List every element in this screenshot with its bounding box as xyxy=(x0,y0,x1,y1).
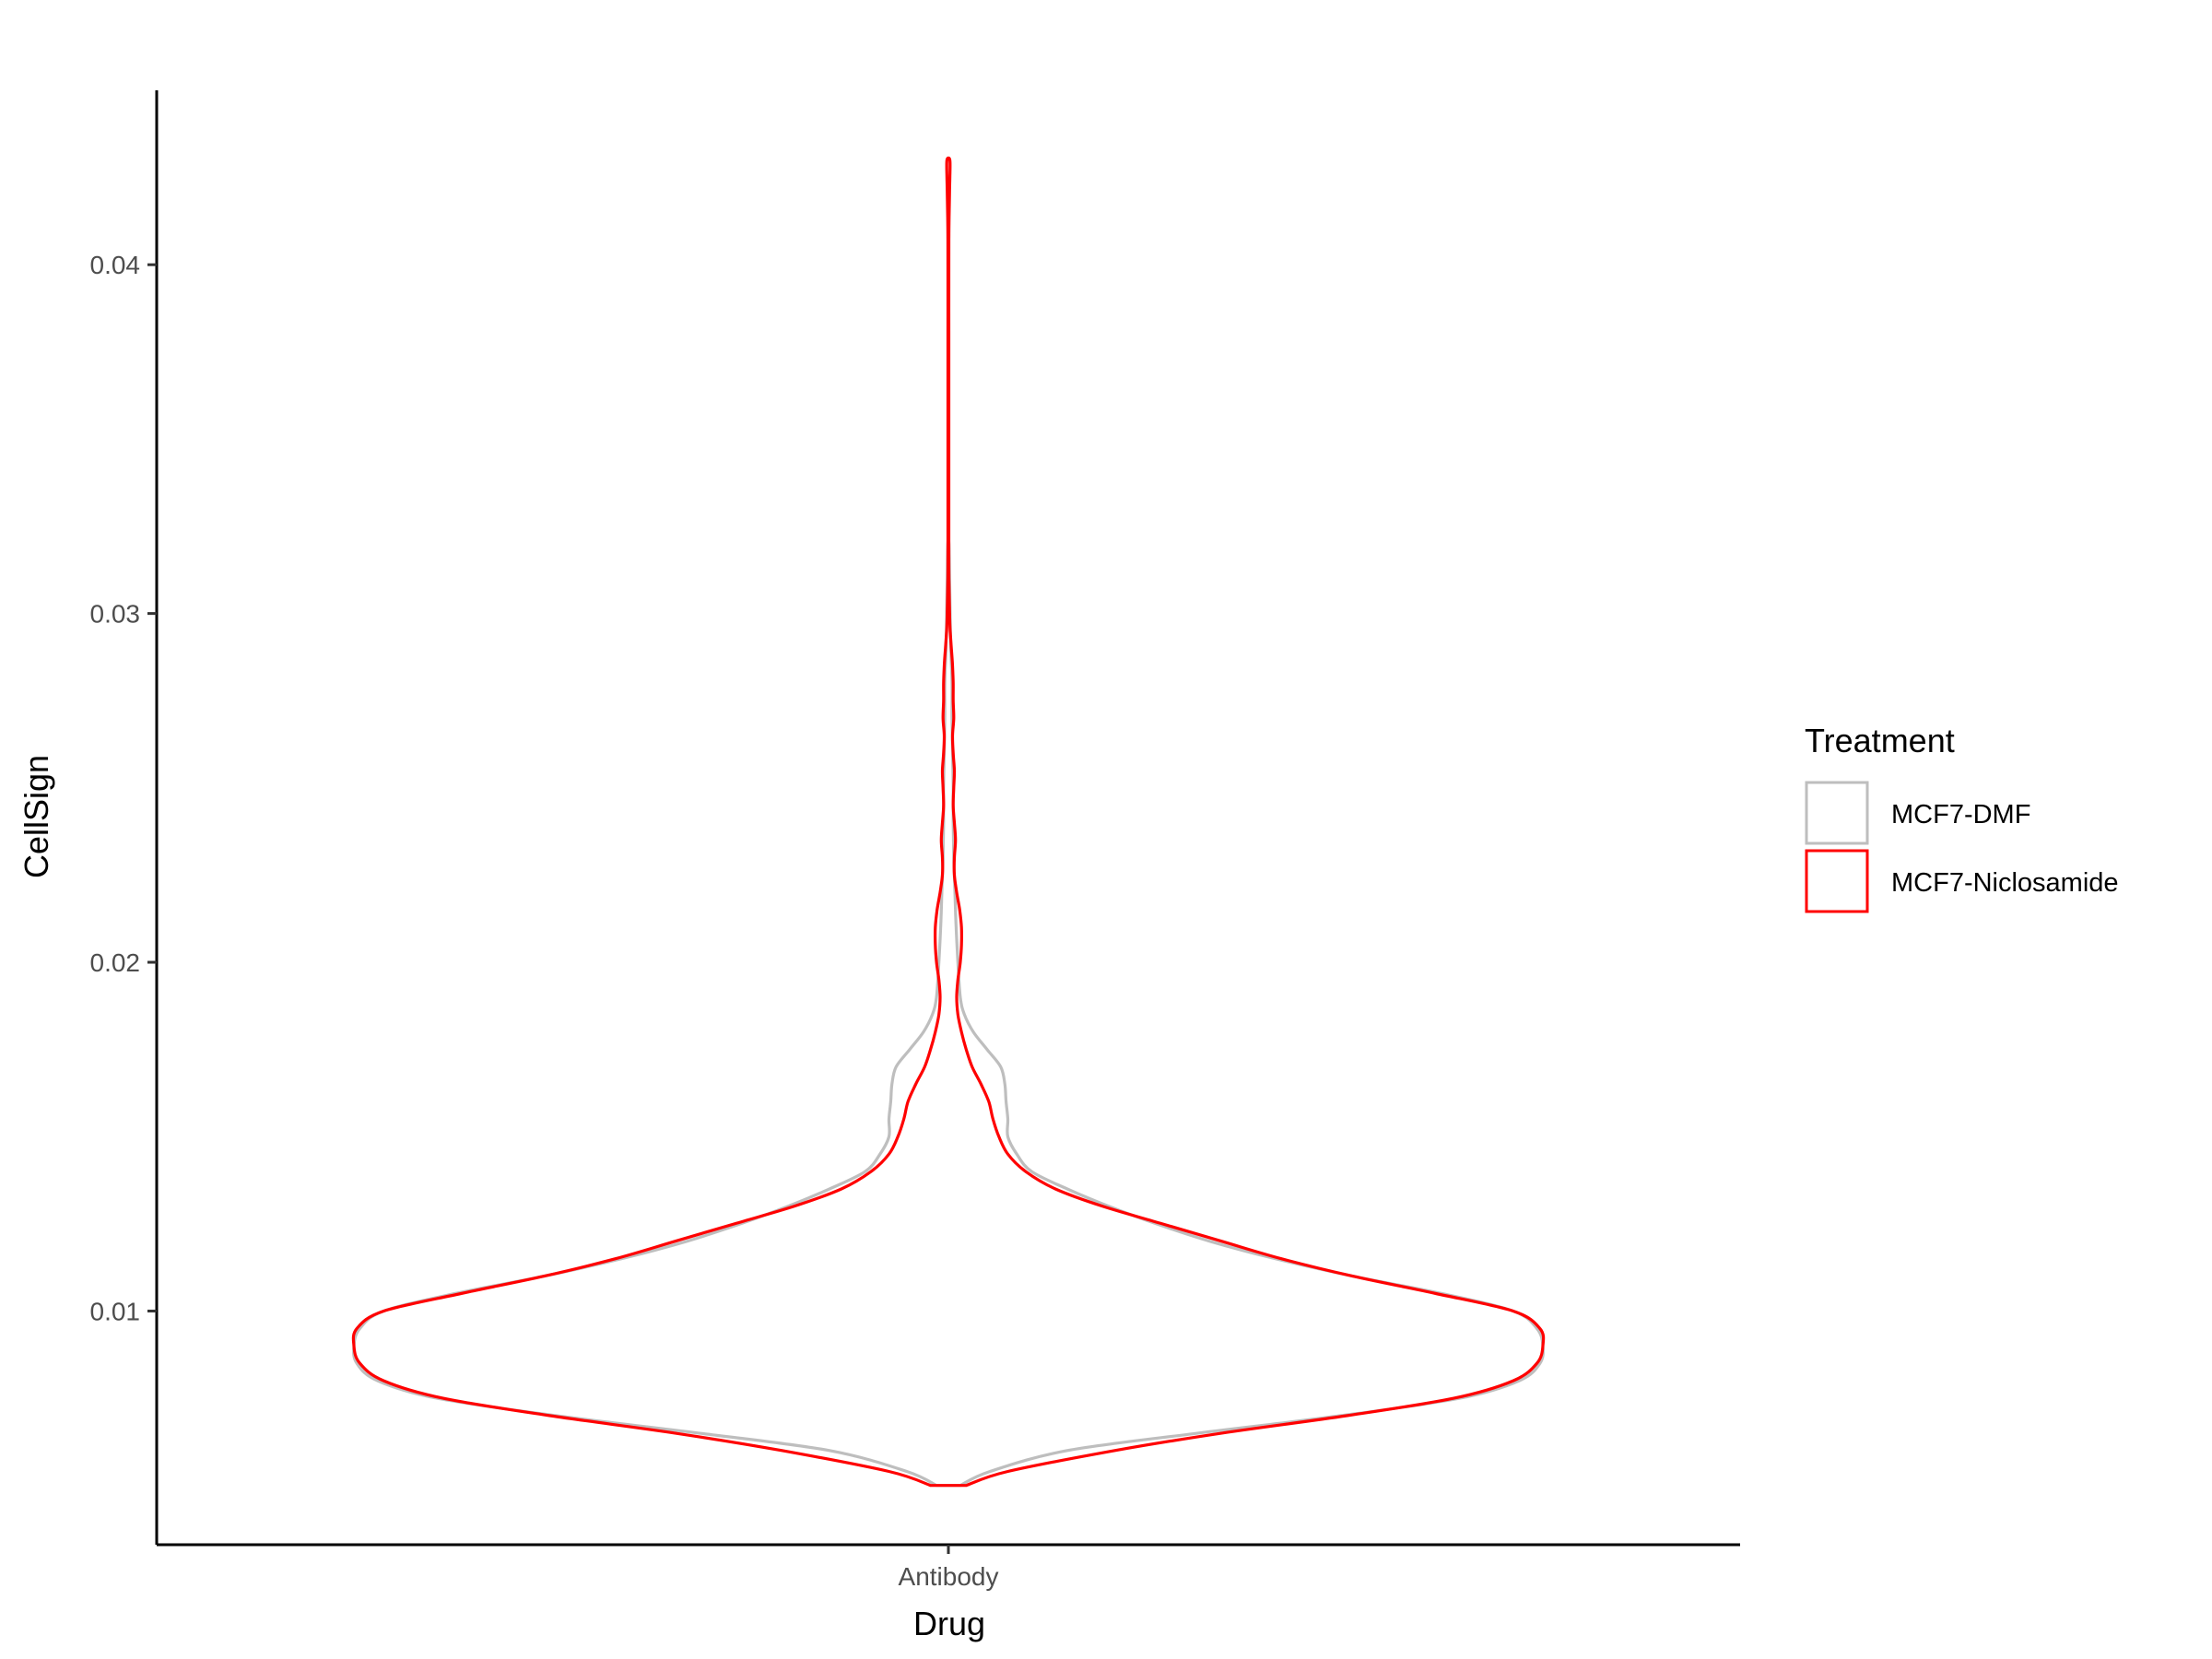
violin-mcf7-niclosamide xyxy=(351,156,1546,1488)
legend-title: Treatment xyxy=(1805,722,1955,759)
y-tick-label: 0.04 xyxy=(90,251,141,279)
y-axis-title: CellSign xyxy=(18,755,55,878)
legend-label-dmf: MCF7-DMF xyxy=(1891,800,2030,830)
violin-mcf7-dmf xyxy=(352,537,1545,1488)
x-tick-label: Antibody xyxy=(899,1562,999,1591)
legend-entry-dmf: MCF7-DMF xyxy=(1805,781,2030,845)
x-axis-title: Drug xyxy=(913,1605,985,1642)
legend-key-dmf xyxy=(1805,781,1869,845)
legend-label-niclosamide: MCF7-Niclosamide xyxy=(1891,868,2119,898)
y-tick-label: 0.02 xyxy=(90,948,141,977)
y-axis-ticks: 0.01 0.02 0.03 0.04 xyxy=(90,251,157,1325)
legend: Treatment MCF7-DMF MCF7-Niclosamide xyxy=(1805,722,2119,913)
legend-key-niclosamide xyxy=(1805,849,1869,913)
x-axis-ticks: Antibody xyxy=(899,1545,999,1591)
violins-layer xyxy=(351,156,1546,1488)
legend-entry-niclosamide: MCF7-Niclosamide xyxy=(1805,849,2119,913)
y-tick-label: 0.03 xyxy=(90,600,141,629)
y-tick-label: 0.01 xyxy=(90,1297,141,1325)
